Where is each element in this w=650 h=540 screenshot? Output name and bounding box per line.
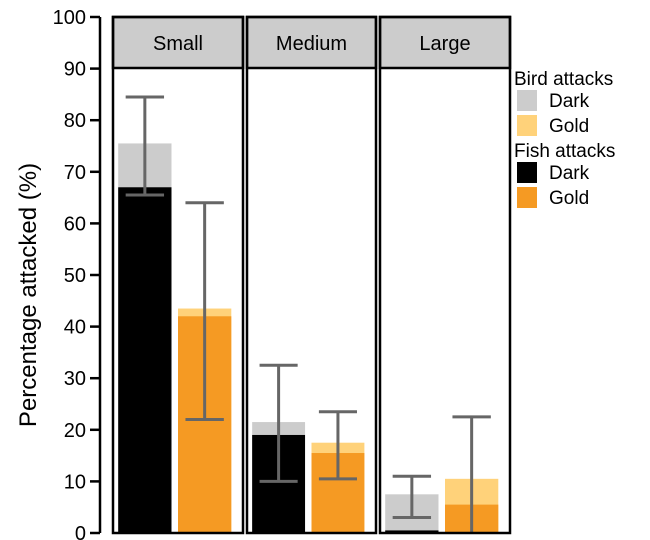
legend-label: Dark bbox=[549, 163, 590, 184]
panel-large: Large bbox=[378, 15, 512, 535]
error-bar-dark bbox=[259, 363, 298, 483]
legend-label: Gold bbox=[549, 116, 589, 137]
y-tick-label: 0 bbox=[75, 523, 86, 540]
y-tick-label: 70 bbox=[64, 162, 86, 184]
legend-title: Fish attacks bbox=[514, 141, 615, 162]
y-tick-label: 60 bbox=[64, 213, 86, 235]
error-bar-gold bbox=[452, 415, 491, 533]
panel-border bbox=[245, 15, 378, 535]
legend-swatch-gold bbox=[517, 187, 537, 208]
panel-medium: Medium bbox=[245, 15, 378, 535]
legend-swatch-gold bbox=[517, 115, 537, 136]
y-tick-label: 90 bbox=[64, 59, 86, 81]
strip-label: Small bbox=[153, 33, 203, 55]
y-tick-label: 20 bbox=[64, 420, 86, 442]
error-bar-gold bbox=[318, 410, 357, 481]
legend-swatch-dark bbox=[517, 162, 537, 183]
panel-border bbox=[111, 15, 245, 535]
panel-small: Small bbox=[111, 15, 245, 535]
legend-label: Dark bbox=[549, 91, 590, 112]
legend-swatch-dark bbox=[517, 90, 537, 111]
error-bar-dark bbox=[392, 474, 432, 520]
legend-title: Bird attacks bbox=[514, 69, 613, 90]
y-axis: 0 10 20 30 40 50 60 70 80 90 100 bbox=[53, 7, 102, 540]
panels: Small Medium Large bbox=[111, 15, 512, 535]
legend-label: Gold bbox=[549, 188, 589, 209]
strip-label: Medium bbox=[276, 33, 347, 55]
y-axis-label: Percentage attacked (%) bbox=[15, 163, 42, 427]
bar-fish-dark bbox=[118, 187, 172, 533]
bar-fish-dark bbox=[385, 530, 439, 533]
error-bar-dark bbox=[125, 95, 165, 197]
y-tick-label: 30 bbox=[64, 368, 86, 390]
strip-label: Large bbox=[419, 33, 470, 55]
panel-border bbox=[378, 15, 512, 535]
y-tick-label: 80 bbox=[64, 110, 86, 132]
strip-medium bbox=[245, 15, 378, 70]
y-tick-label: 10 bbox=[64, 471, 86, 493]
y-tick-label: 100 bbox=[53, 7, 86, 29]
y-tick-label: 40 bbox=[64, 317, 86, 339]
y-tick-label: 50 bbox=[64, 265, 86, 287]
error-bar-gold bbox=[185, 201, 224, 421]
